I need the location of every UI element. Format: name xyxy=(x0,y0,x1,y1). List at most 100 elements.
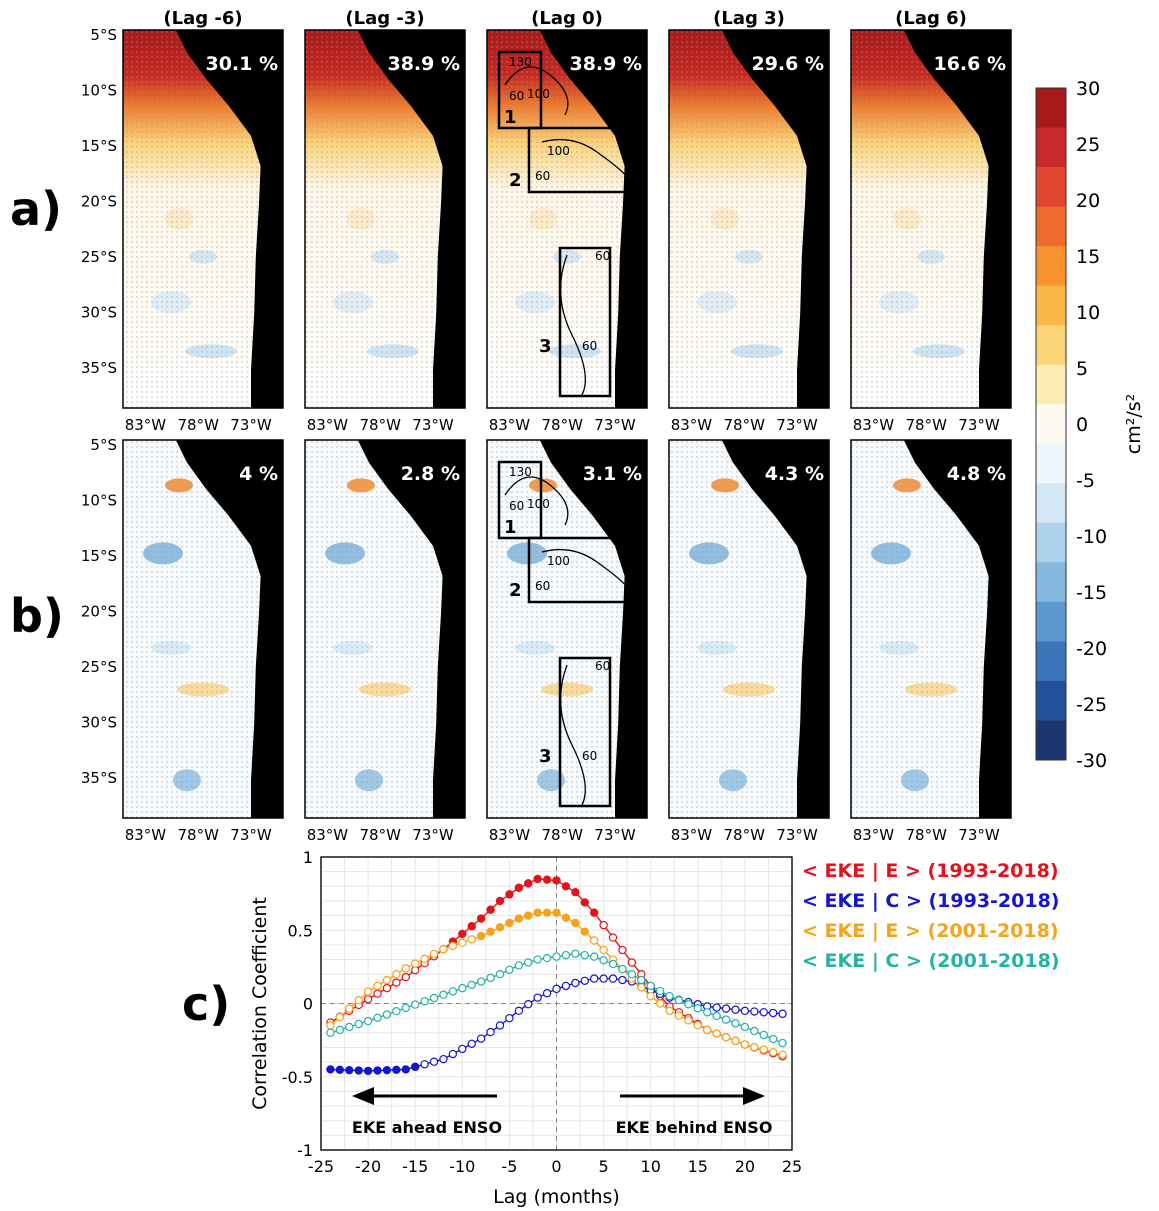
colorbar-tick-label: 0 xyxy=(1076,414,1088,436)
series-point xyxy=(458,1044,467,1054)
legend-entry: < EKE | E > (1993-2018) xyxy=(802,860,1059,882)
lon-tick-label: 73°W xyxy=(958,826,1000,844)
series-point xyxy=(712,1011,721,1021)
lon-tick-label: 83°W xyxy=(307,416,349,434)
region-box-1 xyxy=(497,50,543,130)
x-tick-label: -15 xyxy=(402,1157,428,1176)
series-point xyxy=(458,929,467,939)
series-point xyxy=(458,938,467,947)
series-point xyxy=(458,983,467,993)
series-point xyxy=(542,989,552,998)
colorbar-swatch xyxy=(1036,325,1066,366)
colorbar-tick-label: -10 xyxy=(1076,526,1107,548)
series-point xyxy=(335,1012,345,1022)
series-point xyxy=(580,976,589,985)
series-point xyxy=(363,1016,373,1026)
series-point xyxy=(552,908,561,917)
series-point xyxy=(768,1008,778,1018)
lat-tick-label: 35°S xyxy=(81,359,117,377)
series-point xyxy=(363,1066,373,1076)
series-point xyxy=(411,1000,420,1009)
series-point xyxy=(618,964,627,974)
x-tick-label: 25 xyxy=(782,1157,802,1176)
contour-line xyxy=(504,66,569,116)
lon-tick-label: 78°W xyxy=(541,416,583,434)
region-box-1 xyxy=(497,460,543,540)
series-point xyxy=(589,952,599,961)
significance-stipple xyxy=(123,30,261,408)
annotations: EKE ahead ENSO EKE behind ENSO xyxy=(352,1087,772,1137)
series-point xyxy=(354,1019,363,1029)
series-point xyxy=(495,970,505,979)
lat-tick-label: 5°S xyxy=(90,26,117,44)
series-point xyxy=(401,1003,410,1013)
series-point xyxy=(750,1007,759,1016)
lat-tick-label: 15°S xyxy=(81,137,117,155)
series-point xyxy=(495,896,505,906)
series-point xyxy=(363,994,373,1004)
lon-tick-label: 73°W xyxy=(230,416,272,434)
y-axis-label: Correlation Coefficient xyxy=(249,897,271,1110)
variance-percent: 4 % xyxy=(239,463,278,485)
series-point xyxy=(599,956,608,965)
series-point xyxy=(429,949,439,959)
series-point xyxy=(476,977,486,986)
variance-percent: 4.8 % xyxy=(947,463,1006,485)
lon-tick-label: 78°W xyxy=(541,826,583,844)
series-point xyxy=(382,1065,392,1075)
y-tick-label: -1 xyxy=(297,1141,313,1160)
series-point xyxy=(524,911,533,920)
lon-tick-label: 78°W xyxy=(359,416,401,434)
series-point xyxy=(778,1009,787,1018)
contour-line xyxy=(504,476,569,526)
significance-stipple xyxy=(851,440,989,818)
map-panel-a-2: 38.9 % 83°W 78°W 73°W xyxy=(304,29,466,434)
x-axis-label: Lag (months) xyxy=(493,1186,620,1208)
series-point xyxy=(505,965,514,975)
contour-line xyxy=(541,138,628,178)
series-point xyxy=(373,989,382,998)
box-label-3: 3 xyxy=(539,336,552,357)
series-point xyxy=(759,1008,768,1017)
contour-label: 100 xyxy=(547,554,570,568)
series-point xyxy=(467,980,476,990)
series-point xyxy=(542,908,552,917)
panel-frame xyxy=(122,29,284,409)
lat-tick-label: 15°S xyxy=(81,547,117,565)
colorbar-tick-label: -25 xyxy=(1076,694,1107,716)
region-boxes xyxy=(497,460,643,808)
series-point xyxy=(542,875,552,884)
contour-label: 60 xyxy=(509,89,524,103)
colorbar-tick-label: 25 xyxy=(1076,134,1100,156)
significance-stipple xyxy=(305,440,443,818)
variance-percent: 3.1 % xyxy=(583,463,642,485)
series-point xyxy=(608,974,618,983)
lon-tick-label: 73°W xyxy=(594,416,636,434)
y-tick-label: -0.5 xyxy=(282,1068,313,1087)
series-point xyxy=(439,1054,448,1064)
series-point xyxy=(373,1066,382,1075)
colorbar-unit-label: cm²/s² xyxy=(1123,394,1145,455)
x-tick-label: 15 xyxy=(688,1157,708,1176)
contour-line xyxy=(541,548,628,588)
lat-tick-label: 20°S xyxy=(81,603,117,621)
contour-label: 60 xyxy=(595,659,610,673)
series-point xyxy=(665,991,674,1001)
lon-tick-label: 73°W xyxy=(776,826,818,844)
series-point xyxy=(401,972,410,982)
lon-tick-label: 73°W xyxy=(412,826,454,844)
series-point xyxy=(495,1021,505,1030)
significance-stipple xyxy=(123,440,261,818)
lon-tick-label: 78°W xyxy=(177,416,219,434)
map-panel-a-1: 30.1 % 83°W 78°W 73°W xyxy=(122,29,284,434)
variance-percent: 4.3 % xyxy=(765,463,824,485)
lag-title: (Lag 6) xyxy=(895,8,967,29)
lon-tick-label: 73°W xyxy=(958,416,1000,434)
significance-stipple xyxy=(669,440,807,818)
map-panel-b-2: 2.8 % 83°W 78°W 73°W xyxy=(304,439,466,844)
lon-tick-label: 78°W xyxy=(359,826,401,844)
lat-tick-label: 5°S xyxy=(90,436,117,454)
series-point xyxy=(354,1066,363,1075)
